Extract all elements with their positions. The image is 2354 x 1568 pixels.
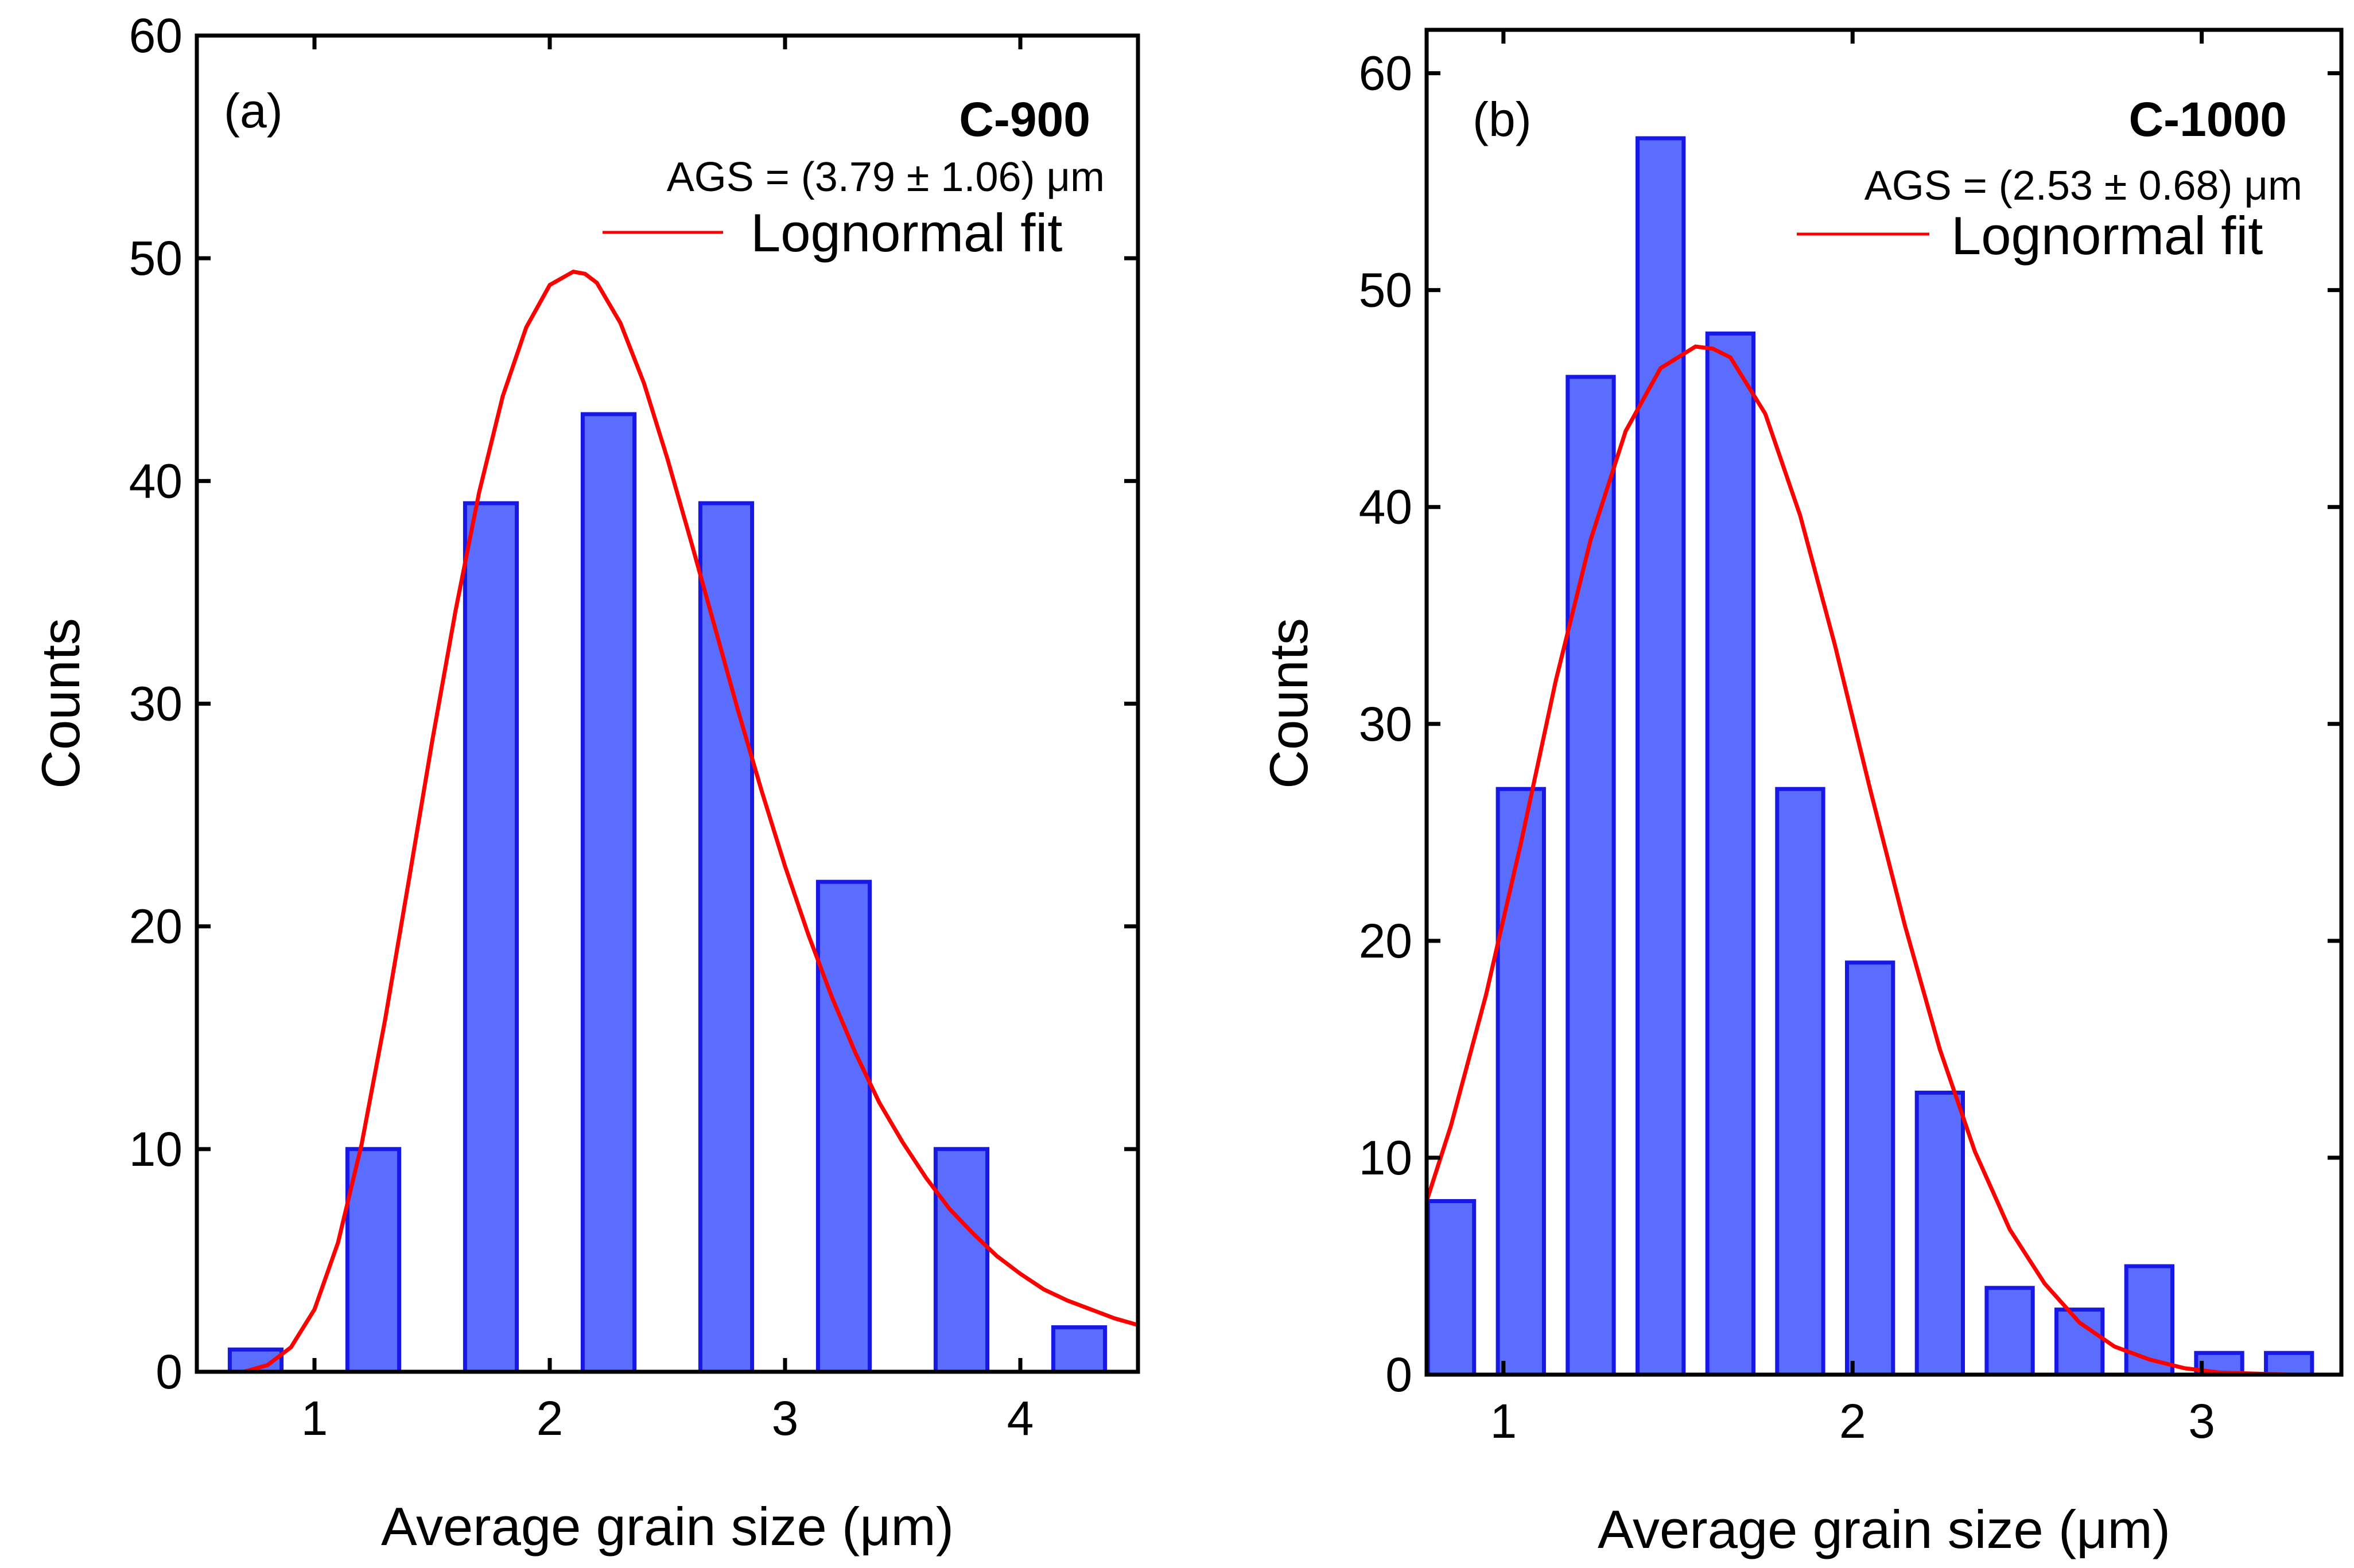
panel-a-chart: 0 10 20 30 40 50 60 1 2 3 4 (a) C-900 AGS = (3.79 …	[30, 9, 1140, 1557]
panel-b-xtick-label-1: 1	[1490, 1394, 1517, 1448]
panel-b-bar-12	[2264, 1351, 2314, 1377]
panel-b-fit-curve-group	[1424, 344, 2341, 1377]
panel-a-bar-7	[1051, 1325, 1108, 1374]
panel-b-ytick-label-40: 40	[1359, 480, 1412, 534]
panel-a-bar-5	[815, 880, 872, 1374]
panel-a-ytick-label-0: 0	[156, 1345, 182, 1399]
panel-b-plot-frame	[1424, 28, 2344, 1377]
panel-a-fit-curve-group	[243, 269, 1139, 1374]
panel-b-bar-7	[1914, 1091, 1965, 1377]
panel-b-legend-label: Lognormal fit	[1951, 205, 2263, 266]
panel-a-ytick-label-50: 50	[129, 231, 182, 285]
panel-b-bar-0	[1425, 1199, 1477, 1377]
panel-b-xtick-label-2: 2	[1839, 1394, 1866, 1448]
panel-a-bar-1	[345, 1147, 402, 1374]
panel-b-bar-3	[1636, 136, 1686, 1377]
panel-a-bar-4	[698, 501, 755, 1374]
panel-b-ytick-label-20: 20	[1359, 914, 1412, 968]
panel-a-ytick-label-10: 10	[129, 1122, 182, 1176]
panel-b-bars	[1425, 136, 2314, 1377]
panel-a-bar-2	[463, 501, 519, 1374]
panel-b-ytick-label-0: 0	[1385, 1348, 1412, 1402]
panel-a-ytick-label-20: 20	[129, 900, 182, 954]
panel-a-bar-6	[933, 1147, 990, 1374]
panel-a-xtick-label-3: 3	[772, 1391, 799, 1445]
panel-b-ytick-label-30: 30	[1359, 697, 1412, 751]
panel-b-x-axis-title: Average grain size (μm)	[1598, 1499, 2170, 1559]
panel-b-ytick-label-60: 60	[1359, 46, 1412, 100]
panel-a-ticks: 0 10 20 30 40 50 60 1 2 3 4	[129, 9, 1138, 1445]
panel-b-bar-5	[1775, 787, 1825, 1377]
panel-a-ags-annotation: AGS = (3.79 ± 1.06) μm	[667, 154, 1105, 200]
panel-b-y-axis-title: Counts	[1258, 618, 1319, 789]
panel-b-fit-curve	[1424, 344, 2341, 1377]
panel-a-x-axis-title: Average grain size (μm)	[381, 1496, 954, 1557]
panel-b-xtick-label-3: 3	[2188, 1394, 2215, 1448]
panel-a-bar-3	[580, 412, 637, 1374]
panel-b-ytick-label-10: 10	[1359, 1131, 1412, 1185]
panel-b-bar-4	[1705, 331, 1755, 1377]
panel-a-ytick-label-40: 40	[129, 454, 182, 508]
panel-b-bar-8	[1984, 1286, 2035, 1377]
panel-a-xtick-label-1: 1	[301, 1391, 328, 1445]
panel-a-legend-label: Lognormal fit	[751, 203, 1062, 263]
panel-b-bar-9	[2054, 1308, 2105, 1377]
panel-b-sample-name: C-1000	[2128, 92, 2287, 146]
panel-a-xtick-label-4: 4	[1007, 1391, 1034, 1445]
panel-a-y-axis-title: Counts	[30, 618, 91, 789]
panel-b-ytick-label-50: 50	[1359, 263, 1412, 317]
panel-b-bar-2	[1566, 375, 1616, 1377]
panel-a-ytick-label-30: 30	[129, 677, 182, 731]
panel-a-xtick-label-2: 2	[537, 1391, 564, 1445]
panel-b-label: (b)	[1473, 92, 1532, 146]
panel-a-sample-name: C-900	[959, 92, 1090, 146]
panel-a-bars	[227, 412, 1108, 1374]
panel-a-fit-curve	[243, 269, 1139, 1374]
panel-b-bar-10	[2124, 1264, 2174, 1377]
panel-a-label: (a)	[224, 84, 283, 138]
panel-b-bar-1	[1495, 787, 1546, 1377]
panel-b-bar-6	[1845, 960, 1895, 1377]
panel-a-ytick-label-60: 60	[129, 9, 182, 63]
panel-b-ticks: 0 10 20 30 40 50 60 1 2 3	[1359, 30, 2341, 1448]
panel-b-ags-annotation: AGS = (2.53 ± 0.68) μm	[1864, 163, 2302, 209]
panel-b-chart: 0 10 20 30 40 50 60 1 2 3 (b) C-1000 AGS = (2.53 …	[1258, 28, 2344, 1559]
